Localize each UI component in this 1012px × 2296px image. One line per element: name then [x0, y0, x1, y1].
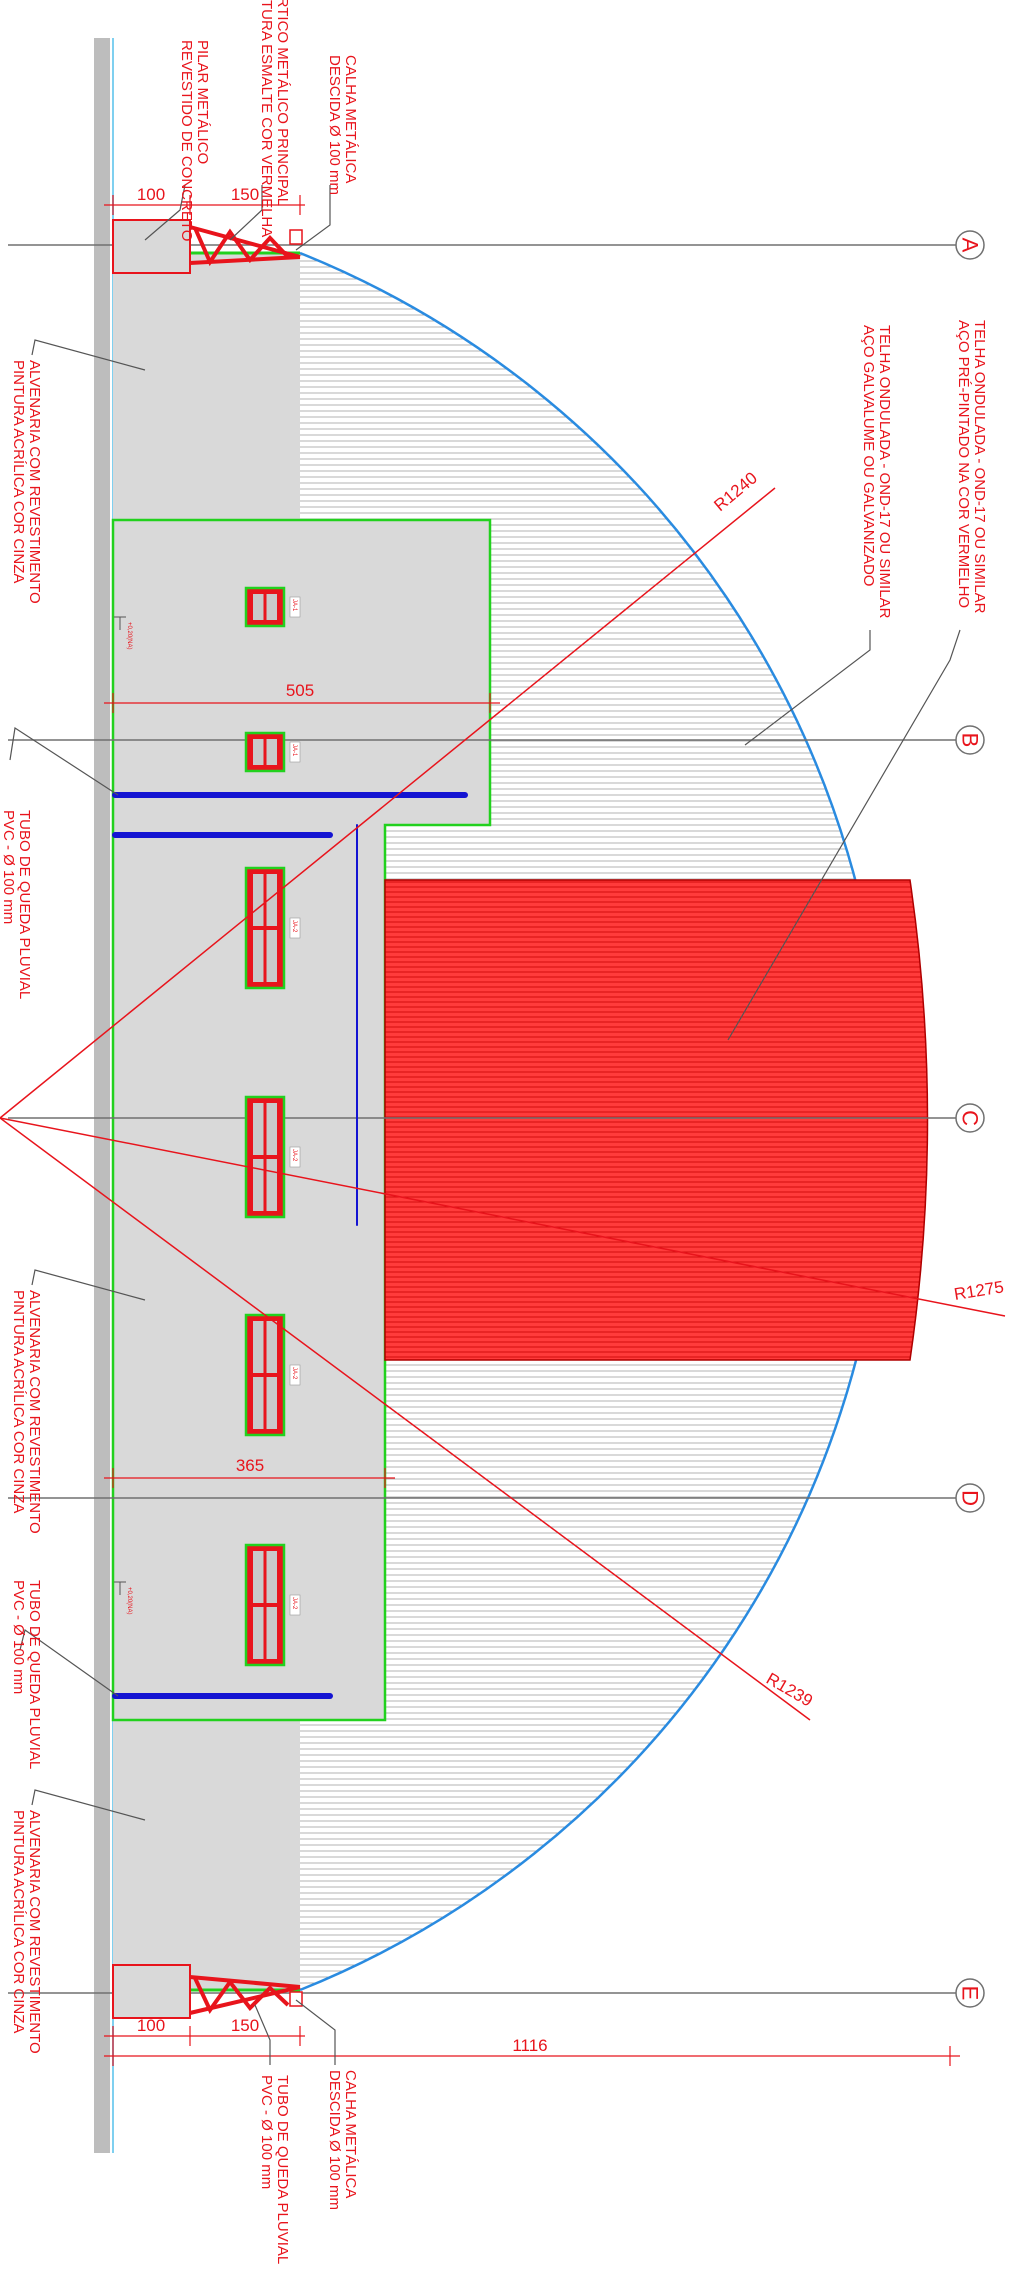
- radius-label-r1275: R1275: [953, 1277, 1005, 1304]
- level-mark-upper: +0,20(NA): [114, 616, 132, 650]
- window-tag: JA-2: [291, 1597, 297, 1610]
- downpipes: [112, 792, 468, 1699]
- pilar-bottom: [112, 1964, 191, 2019]
- leader-lines: [9, 184, 961, 2065]
- svg-text:PINTURA ACRÍLICA COR CINZA: PINTURA ACRÍLICA COR CINZA: [10, 1810, 27, 2033]
- svg-text:ALVENARIA COM REVESTIMENTO: ALVENARIA COM REVESTIMENTO: [26, 1290, 43, 1534]
- label-bottom-pipe: TUBO DE QUEDA PLUVIAL PVC - Ø 100 mm: [258, 2075, 291, 2264]
- axis-marker-c: C: [955, 1103, 985, 1133]
- svg-text:TUBO DE QUEDA PLUVIAL: TUBO DE QUEDA PLUVIAL: [26, 1580, 43, 1769]
- dim-span-lower: 365: [236, 1456, 264, 1475]
- window-2: JA-1: [244, 731, 301, 773]
- window-4: JA-2: [244, 1095, 301, 1219]
- building-outline: [111, 518, 492, 1722]
- svg-text:C: C: [958, 1110, 983, 1126]
- window-tag: JA-1: [291, 599, 297, 612]
- label-roof-red: TELHA ONDULADA - OND-17 OU SIMILAR AÇO P…: [955, 320, 988, 614]
- label-top-truss: PÓRTICO METÁLICO PRINCIPAL PINTURA ESMAL…: [258, 0, 291, 237]
- svg-text:CALHA METÁLICA: CALHA METÁLICA: [342, 2070, 359, 2198]
- radius-lines: [0, 487, 1006, 1721]
- window-1: JA-1: [244, 586, 301, 628]
- dim-bottom-gutter: 150: [231, 2016, 259, 2035]
- base-wall-strip: [94, 38, 110, 2153]
- axis-marker-e: E: [955, 1978, 985, 2008]
- dim-overall: 1116: [512, 2036, 547, 2055]
- windows: JA-1 JA-1 JA-2 JA-2 JA-2 JA-2: [244, 586, 301, 1667]
- svg-text:CALHA METÁLICA: CALHA METÁLICA: [342, 55, 359, 183]
- axis-marker-a: A: [955, 230, 985, 260]
- svg-text:+0,20(NA): +0,20(NA): [126, 1587, 132, 1615]
- window-5: JA-2: [244, 1313, 301, 1437]
- svg-text:PINTURA ACRÍLICA COR CINZA: PINTURA ACRÍLICA COR CINZA: [10, 360, 27, 583]
- roof-red-prepainted: [385, 880, 928, 1360]
- label-bottom-downpipe: CALHA METÁLICA DESCIDA Ø 100 mm: [326, 2070, 359, 2210]
- svg-text:REVESTIDO DE CONCRETO: REVESTIDO DE CONCRETO: [178, 40, 195, 241]
- svg-text:+0,20(NA): +0,20(NA): [126, 622, 132, 650]
- svg-text:TUBO DE QUEDA PLUVIAL: TUBO DE QUEDA PLUVIAL: [16, 810, 33, 999]
- radius-label-r1240: R1240: [710, 468, 761, 515]
- dim-top-pilar: 100: [137, 185, 165, 204]
- svg-text:PINTURA ACRÍLICA COR CINZA: PINTURA ACRÍLICA COR CINZA: [10, 1290, 27, 1513]
- label-top-concrete: PILAR METÁLICO REVESTIDO DE CONCRETO: [178, 40, 211, 241]
- window-tag: JA-2: [291, 920, 297, 933]
- label-pipe-lower: TUBO DE QUEDA PLUVIAL PVC - Ø 100 mm: [10, 1580, 43, 1769]
- gutter-top: [289, 229, 303, 245]
- svg-text:DESCIDA Ø 100 mm: DESCIDA Ø 100 mm: [326, 55, 343, 195]
- dim-span-upper: 505: [286, 681, 314, 700]
- svg-text:PÓRTICO METÁLICO PRINCIPAL: PÓRTICO METÁLICO PRINCIPAL: [274, 0, 291, 206]
- dim-bottom-pilar: 100: [137, 2016, 165, 2035]
- dimension-lines: [104, 195, 960, 2066]
- svg-text:PVC - Ø 100 mm: PVC - Ø 100 mm: [10, 1580, 27, 1694]
- svg-text:PVC - Ø 100 mm: PVC - Ø 100 mm: [0, 810, 17, 924]
- truss-bottom: [189, 1975, 301, 2015]
- axis-markers: A B C D E: [955, 230, 985, 2008]
- svg-text:TUBO DE QUEDA PLUVIAL: TUBO DE QUEDA PLUVIAL: [274, 2075, 291, 2264]
- svg-text:AÇO PRÉ-PINTADO NA COR VERMELH: AÇO PRÉ-PINTADO NA COR VERMELHO: [955, 320, 972, 608]
- window-tag: JA-2: [291, 1149, 297, 1162]
- axis-marker-b: B: [955, 725, 985, 755]
- label-wall-middle: ALVENARIA COM REVESTIMENTO PINTURA ACRÍL…: [10, 1290, 43, 1534]
- svg-text:TELHA ONDULADA - OND-17 OU SIM: TELHA ONDULADA - OND-17 OU SIMILAR: [876, 325, 893, 619]
- svg-text:PVC - Ø 100 mm: PVC - Ø 100 mm: [258, 2075, 275, 2189]
- svg-text:D: D: [958, 1490, 983, 1506]
- truss-top: [189, 225, 301, 267]
- label-wall-upper: ALVENARIA COM REVESTIMENTO PINTURA ACRÍL…: [10, 360, 43, 604]
- svg-text:PINTURA ESMALTE COR VERMELHA: PINTURA ESMALTE COR VERMELHA: [258, 0, 275, 237]
- window-tag: JA-1: [291, 744, 297, 757]
- svg-text:PILAR METÁLICO: PILAR METÁLICO: [194, 40, 211, 164]
- label-top-downpipe: CALHA METÁLICA DESCIDA Ø 100 mm: [326, 55, 359, 195]
- svg-text:TELHA ONDULADA - OND-17 OU SIM: TELHA ONDULADA - OND-17 OU SIMILAR: [971, 320, 988, 614]
- window-3: JA-2: [244, 866, 301, 990]
- pilar-top: [112, 219, 191, 274]
- roof-red-outline: [384, 879, 929, 1361]
- svg-text:ALVENARIA COM REVESTIMENTO: ALVENARIA COM REVESTIMENTO: [26, 360, 43, 604]
- dim-top-gutter: 150: [231, 185, 259, 204]
- level-mark-lower: +0,20(NA): [114, 1581, 132, 1615]
- label-pipe-upper: TUBO DE QUEDA PLUVIAL PVC - Ø 100 mm: [0, 810, 33, 999]
- svg-text:AÇO GALVALUME OU GALVANIZADO: AÇO GALVALUME OU GALVANIZADO: [860, 325, 877, 586]
- label-wall-lower: ALVENARIA COM REVESTIMENTO PINTURA ACRÍL…: [10, 1810, 43, 2054]
- svg-text:ALVENARIA COM REVESTIMENTO: ALVENARIA COM REVESTIMENTO: [26, 1810, 43, 2054]
- axis-marker-d: D: [955, 1483, 985, 1513]
- svg-text:B: B: [958, 733, 983, 748]
- svg-text:A: A: [958, 238, 983, 253]
- window-tag: JA-2: [291, 1367, 297, 1380]
- svg-text:E: E: [958, 1986, 983, 2001]
- label-roof-galv: TELHA ONDULADA - OND-17 OU SIMILAR AÇO G…: [860, 325, 893, 619]
- window-6: JA-2: [244, 1543, 301, 1667]
- svg-text:DESCIDA Ø 100 mm: DESCIDA Ø 100 mm: [326, 2070, 343, 2210]
